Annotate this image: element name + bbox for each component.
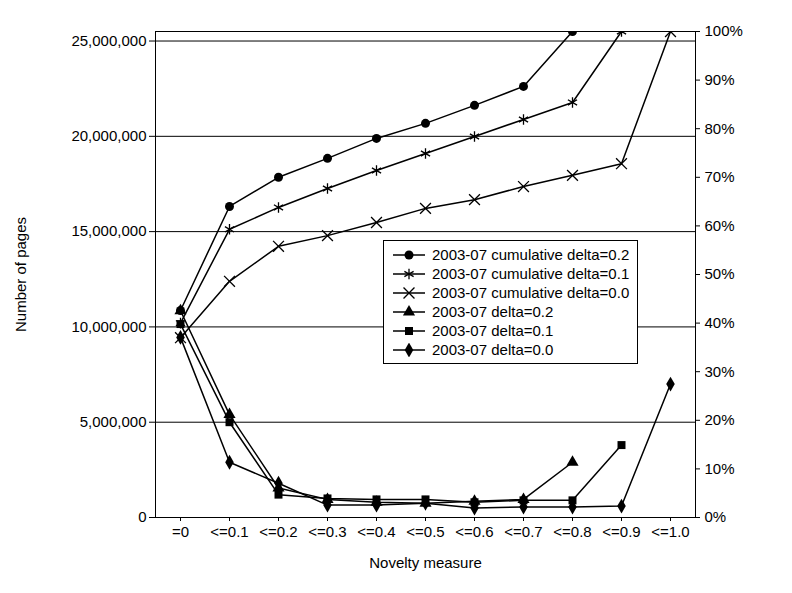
html-text:2003-07 cumulative delta=0.2: 2003-07 cumulative delta=0.2 xyxy=(432,246,630,263)
html-text:2003-07 cumulative delta=0.0: 2003-07 cumulative delta=0.0 xyxy=(432,284,630,301)
svg-text:10%: 10% xyxy=(705,460,735,477)
svg-text:=0: =0 xyxy=(172,523,189,540)
svg-text:90%: 90% xyxy=(705,71,735,88)
svg-text:15,000,000: 15,000,000 xyxy=(71,222,146,239)
svg-text:<=1.0: <=1.0 xyxy=(651,523,689,540)
svg-text:100%: 100% xyxy=(705,22,743,39)
svg-text:<=0.9: <=0.9 xyxy=(602,523,640,540)
svg-text:0%: 0% xyxy=(705,508,727,525)
svg-text:<=0.5: <=0.5 xyxy=(406,523,444,540)
svg-text:60%: 60% xyxy=(705,217,735,234)
svg-text:<=0.3: <=0.3 xyxy=(308,523,346,540)
html-text:2003-07 delta=0.2: 2003-07 delta=0.2 xyxy=(432,303,554,320)
svg-text:10,000,000: 10,000,000 xyxy=(71,318,146,335)
svg-text:50%: 50% xyxy=(705,265,735,282)
svg-text:<=0.4: <=0.4 xyxy=(357,523,395,540)
html-text:2003-07 delta=0.0: 2003-07 delta=0.0 xyxy=(432,341,554,358)
svg-text:25,000,000: 25,000,000 xyxy=(71,32,146,49)
svg-text:0: 0 xyxy=(138,508,146,525)
html-text:2003-07 cumulative delta=0.1: 2003-07 cumulative delta=0.1 xyxy=(432,265,630,282)
svg-text:<=0.2: <=0.2 xyxy=(259,523,297,540)
svg-text:<=0.8: <=0.8 xyxy=(553,523,591,540)
svg-text:5,000,000: 5,000,000 xyxy=(80,413,147,430)
svg-text:30%: 30% xyxy=(705,363,735,380)
svg-text:80%: 80% xyxy=(705,120,735,137)
svg-text:<=0.6: <=0.6 xyxy=(455,523,493,540)
svg-text:Novelty measure: Novelty measure xyxy=(369,554,482,571)
svg-text:Number of pages: Number of pages xyxy=(12,217,29,332)
svg-text:70%: 70% xyxy=(705,168,735,185)
svg-text:40%: 40% xyxy=(705,314,735,331)
html-text:2003-07 delta=0.1: 2003-07 delta=0.1 xyxy=(432,322,554,339)
svg-text:20%: 20% xyxy=(705,411,735,428)
svg-text:<=0.1: <=0.1 xyxy=(210,523,248,540)
svg-text:20,000,000: 20,000,000 xyxy=(71,127,146,144)
svg-text:<=0.7: <=0.7 xyxy=(504,523,542,540)
